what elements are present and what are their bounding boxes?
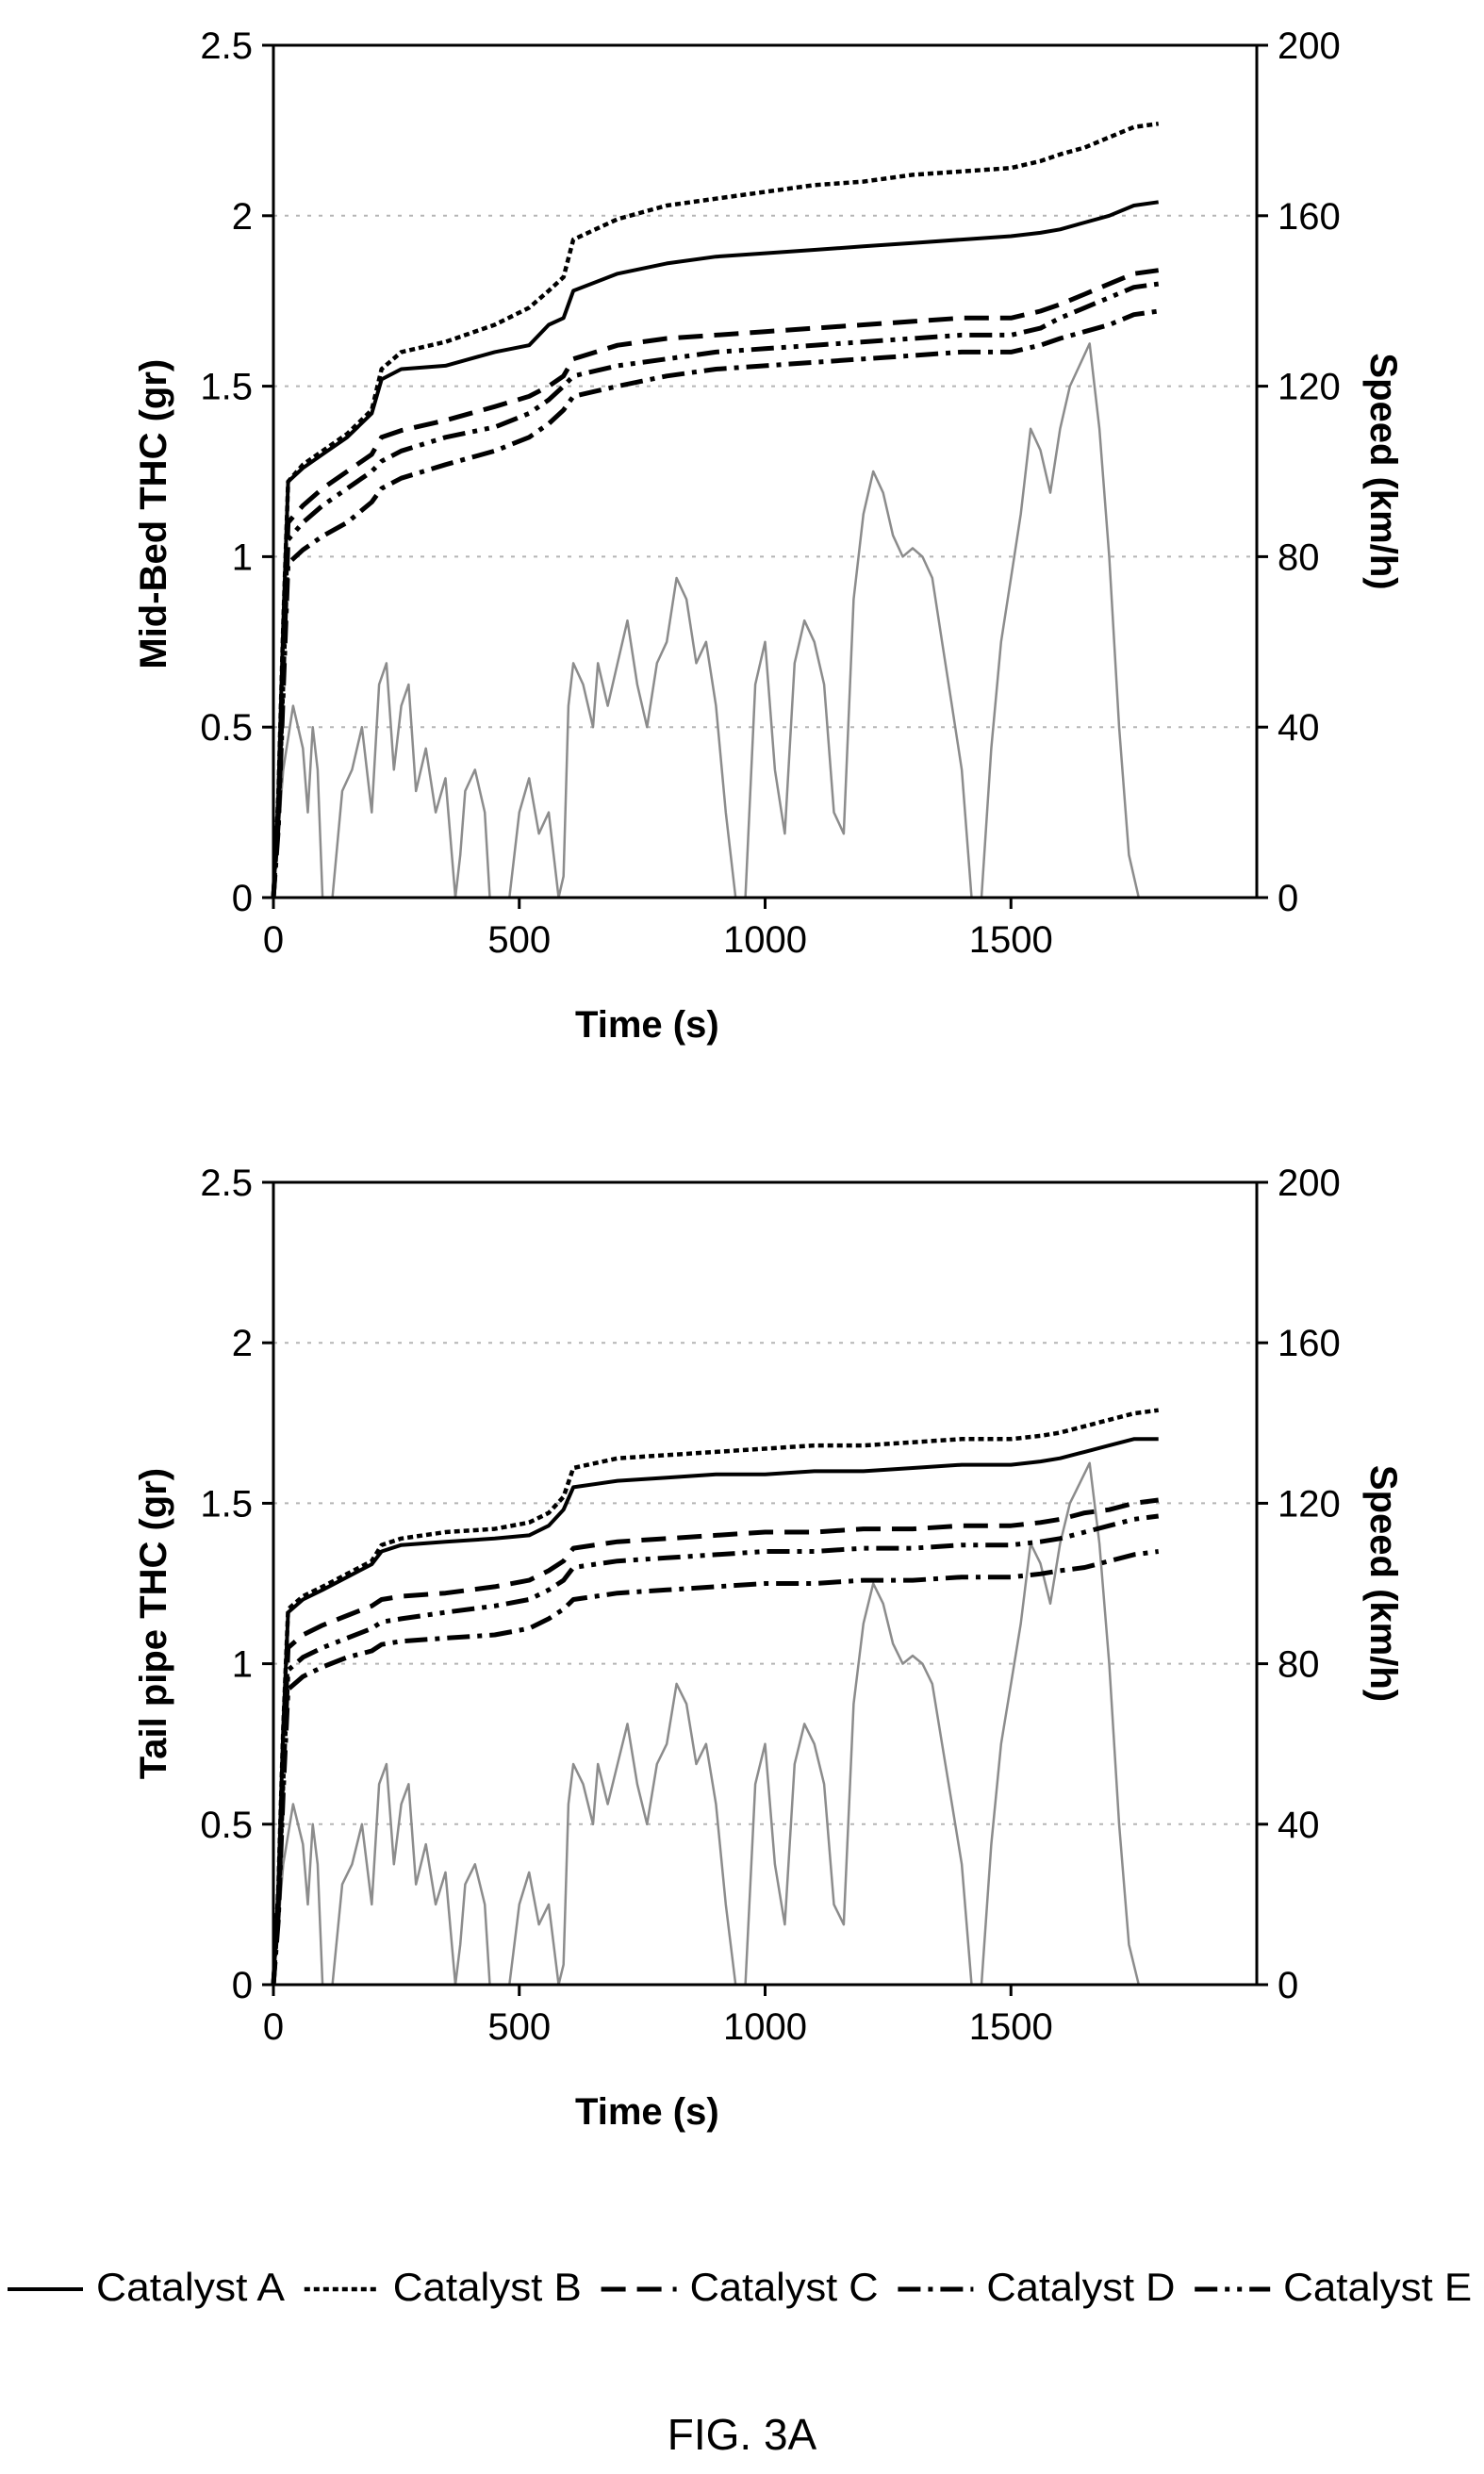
y-tick-label: 0.5 [200,1805,253,1846]
x-tick-label: 500 [487,919,551,961]
series-line-catalyst-e [271,308,1160,899]
y2-tick-label: 40 [1278,1805,1320,1846]
x-tick-label: 1000 [723,2006,807,2048]
y2-tick-label: 160 [1278,1323,1341,1364]
y-tick-label: 1 [232,1644,253,1686]
legend-label-catalyst-a: Catalyst A [96,2265,285,2309]
legend-label-catalyst-d: Catalyst D [986,2265,1175,2309]
series-line-catalyst-b [271,121,1160,899]
y2-tick-label: 80 [1278,1644,1320,1686]
y2-tick-label: 200 [1278,1163,1341,1204]
y-axis-label: Tail pipe THC (gr) [133,1468,174,1779]
x-tick-label: 1500 [969,919,1053,961]
x-tick-label: 500 [487,2006,551,2048]
x-tick-label: 0 [263,919,284,961]
series-line-catalyst-a [272,200,1159,899]
y-tick-label: 0 [232,878,253,919]
x-axis-label: Time (s) [575,2091,719,2133]
y-tick-label: 0 [232,1965,253,2006]
x-tick-label: 1000 [723,919,807,961]
y-axis-label: Mid-Bed THC (gr) [133,359,174,669]
y2-tick-label: 0 [1278,878,1298,919]
y2-tick-label: 200 [1278,25,1341,67]
series-line-catalyst-b [271,1408,1159,1986]
y2-tick-label: 80 [1278,536,1320,578]
series-line-catalyst-c [271,1497,1160,1986]
x-axis-label: Time (s) [575,1004,719,1046]
y-tick-label: 2.5 [200,1163,253,1204]
y2-tick-label: 120 [1278,367,1341,408]
series-line-catalyst-d [271,1513,1160,1986]
series-line-catalyst-a [272,1437,1159,1986]
legend-label-catalyst-c: Catalyst C [690,2265,879,2309]
legend-label-catalyst-e: Catalyst E [1283,2265,1472,2309]
y-tick-label: 1.5 [200,1483,253,1525]
y2-tick-label: 40 [1278,707,1320,749]
y2-axis-label: Speed (km/h) [1362,353,1404,589]
x-tick-label: 1500 [969,2006,1053,2048]
legend: Catalyst A Catalyst B Catalyst C Catalyst D… [8,2265,1472,2309]
y-tick-label: 2.5 [200,25,253,67]
y2-tick-label: 120 [1278,1483,1341,1525]
y-tick-label: 1.5 [200,367,253,408]
y2-tick-label: 160 [1278,196,1341,238]
y-tick-label: 1 [232,536,253,578]
y-tick-label: 2 [232,1323,253,1364]
y-tick-label: 0.5 [200,707,253,749]
series-line-speed [272,342,1149,899]
series-line-catalyst-c [271,268,1160,899]
series-line-speed [272,1461,1149,1987]
y2-axis-label: Speed (km/h) [1362,1465,1404,1702]
series-line-catalyst-d [271,281,1160,899]
chart-mid-bed-thc: 0 500 1000 1500 0 0.5 1 1.5 2 2.5 0 40 80 120 160 200 Ti… [133,25,1404,1046]
figure-label: FIG. 3A [668,2410,817,2459]
y-tick-label: 2 [232,196,253,238]
chart-tail-pipe-thc: 0 500 1000 1500 0 0.5 1 1.5 2 2.5 0 40 80 120 160 200 Ti… [133,1163,1404,2133]
x-tick-label: 0 [263,2006,284,2048]
series-line-catalyst-e [271,1549,1160,1986]
y2-tick-label: 0 [1278,1965,1298,2006]
legend-label-catalyst-b: Catalyst B [393,2265,582,2309]
